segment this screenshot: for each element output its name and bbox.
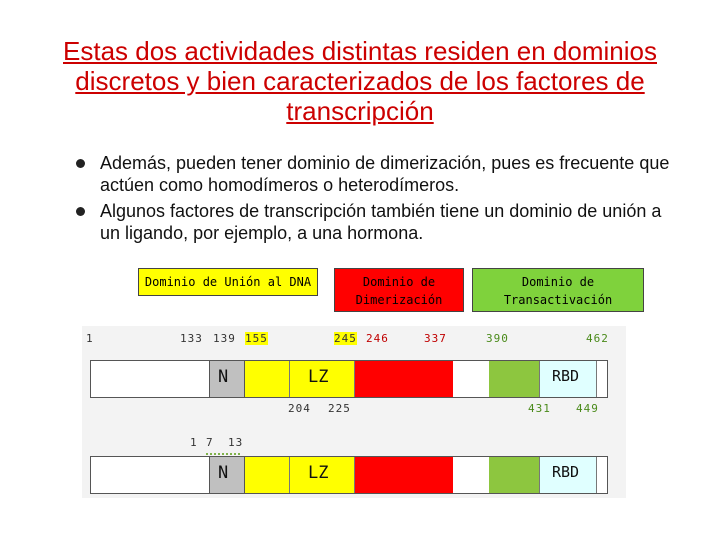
bullet-text: Además, pueden tener dominio de dimeriza…	[100, 153, 670, 195]
position-label: 133	[180, 332, 203, 345]
leucine-zipper-segment: LZ	[289, 457, 355, 493]
protein-bar-2: N LZ RBD	[90, 456, 608, 494]
bullet-icon	[76, 207, 85, 216]
position-label: 1	[86, 332, 94, 345]
dimerization-domain-label: Dominio de Dimerización	[334, 268, 464, 312]
bullet-item: Algunos factores de transcripción tambié…	[76, 200, 676, 244]
rbd-label: RBD	[552, 463, 580, 481]
position-label: 155	[245, 332, 268, 345]
position-label: 431	[528, 402, 551, 415]
transactivation-domain-label: Dominio de Transactivación	[472, 268, 644, 312]
position-label: 462	[586, 332, 609, 345]
protein-bar-1: N LZ RBD	[90, 360, 608, 398]
position-label: 225	[328, 402, 351, 415]
slide-title: Estas dos actividades distintas residen …	[63, 36, 657, 126]
n-terminal-segment: N	[209, 457, 245, 493]
position-label: 1	[190, 436, 198, 449]
position-label: 245	[334, 332, 357, 345]
position-label: 449	[576, 402, 599, 415]
rbd-segment: RBD	[539, 457, 597, 493]
bullet-icon	[76, 159, 85, 168]
yellow-segment	[245, 361, 289, 397]
position-label: 246	[366, 332, 389, 345]
protein-diagram-panel: 1 133 139 155 245 246 337 390 462 N LZ R…	[82, 326, 626, 498]
rbd-segment: RBD	[539, 361, 597, 397]
position-label: 13	[228, 436, 244, 449]
n-terminal-segment: N	[209, 361, 245, 397]
bullet-item: Además, pueden tener dominio de dimeriza…	[76, 152, 676, 196]
red-segment	[355, 361, 453, 397]
position-label: 337	[424, 332, 447, 345]
dna-binding-domain-label: Dominio de Unión al DNA	[138, 268, 318, 296]
leucine-zipper-segment: LZ	[289, 361, 355, 397]
position-label: 139	[213, 332, 236, 345]
bullet-text: Algunos factores de transcripción tambié…	[100, 201, 662, 243]
n-label: N	[218, 367, 229, 387]
rbd-label: RBD	[552, 367, 580, 385]
n-label: N	[218, 463, 229, 483]
position-label: 204	[288, 402, 311, 415]
red-segment	[355, 457, 453, 493]
lz-label: LZ	[308, 463, 329, 483]
position-label: 390	[486, 332, 509, 345]
bullet-list: Además, pueden tener dominio de dimeriza…	[76, 152, 676, 248]
position-label: 7	[206, 436, 214, 449]
lz-label: LZ	[308, 367, 329, 387]
yellow-segment	[245, 457, 289, 493]
wavy-underline	[206, 450, 240, 455]
